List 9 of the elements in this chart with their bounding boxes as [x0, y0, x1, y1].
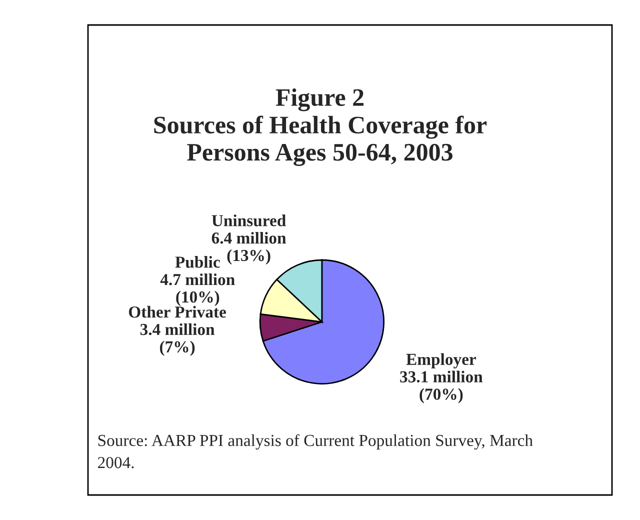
data-label: 33.1 million (70%) — [400, 370, 483, 404]
slice-label: Public — [175, 256, 220, 268]
slice-label: Uninsured — [212, 214, 286, 226]
data-label: 4.7 million (10%) — [160, 273, 235, 306]
slice-label: Employer — [406, 353, 476, 368]
chart-title: Figure 2 Sources of Health Coverage for Persons Ages 50-64, 2003 — [154, 88, 487, 166]
data-label: 3.4 million (7%) — [140, 323, 215, 356]
slice-label: Other Private — [128, 306, 226, 318]
source-note: Source: AARP PPI analysis of Current Population Survey, March 2004. — [98, 434, 533, 468]
